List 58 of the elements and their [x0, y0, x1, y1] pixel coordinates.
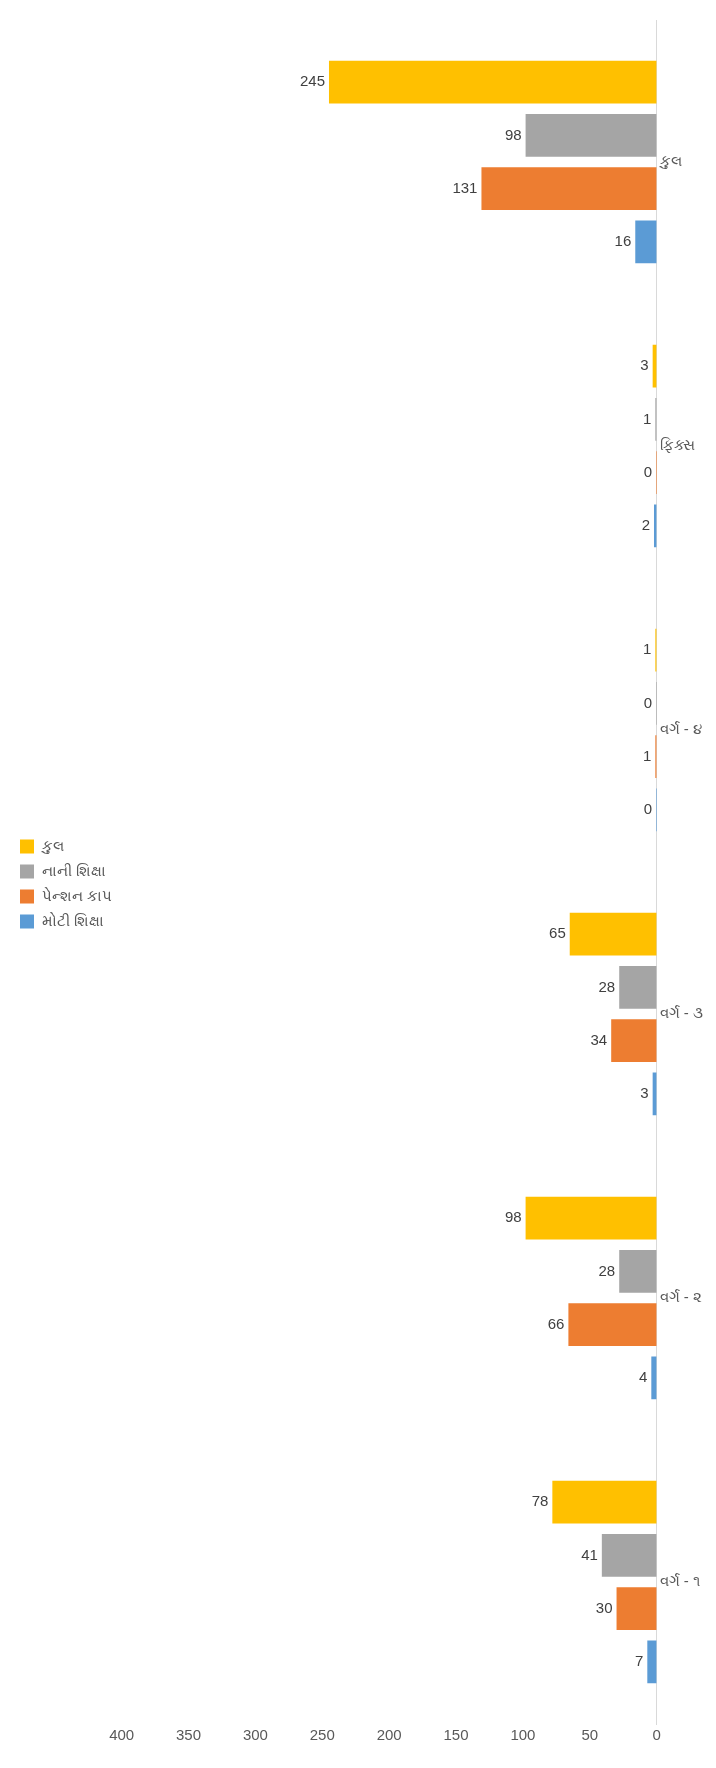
data-label: 41 — [581, 1545, 598, 1563]
legend-label: કુલ — [40, 836, 64, 854]
x-tick-label: 250 — [309, 1726, 335, 1744]
data-label: 0 — [643, 800, 653, 818]
legend-label: મોટી શિક્ષા — [41, 911, 104, 929]
bar — [616, 1587, 657, 1630]
bar — [619, 966, 657, 1009]
x-tick-label: 0 — [652, 1726, 661, 1744]
data-label: 1 — [642, 640, 652, 658]
legend-label: પેન્શન કાપ — [41, 886, 112, 904]
data-label: 78 — [531, 1492, 549, 1510]
legend-label: નાની શિક્ષા — [41, 861, 106, 879]
bar — [647, 1640, 657, 1684]
y-tick-label: વર્ગ - ૩ — [659, 1004, 704, 1022]
bar — [635, 220, 657, 264]
data-label: 30 — [595, 1598, 613, 1616]
x-tick-label: 50 — [581, 1726, 599, 1744]
data-label: 1 — [642, 409, 652, 427]
data-label: 3 — [640, 356, 649, 374]
y-tick-label: વર્ગ - ૪ — [659, 720, 703, 738]
bar — [568, 1303, 657, 1346]
y-tick-label: કુલ — [658, 152, 682, 170]
data-label: 28 — [598, 977, 616, 995]
bar — [552, 1480, 657, 1524]
bar — [569, 912, 657, 956]
data-label: 66 — [547, 1314, 565, 1332]
y-tick-label: ફિક્સ — [659, 436, 695, 454]
data-label: 34 — [590, 1030, 608, 1048]
y-tick-label: વર્ગ - ૨ — [659, 1288, 703, 1306]
data-label: 0 — [643, 693, 653, 711]
data-label: 16 — [614, 232, 632, 250]
data-label: 2 — [641, 516, 650, 534]
data-label: 65 — [549, 924, 566, 942]
bar — [328, 60, 657, 104]
x-tick-label: 300 — [242, 1726, 268, 1744]
x-tick-label: 200 — [376, 1726, 402, 1744]
x-tick-label: 150 — [443, 1726, 469, 1744]
data-label: 28 — [598, 1261, 616, 1279]
data-label: 98 — [504, 125, 522, 143]
x-tick-label: 400 — [109, 1726, 135, 1744]
bar — [525, 1196, 657, 1240]
data-label: 0 — [643, 462, 653, 480]
bar — [525, 114, 657, 157]
bar — [611, 1019, 657, 1062]
bar — [619, 1250, 657, 1293]
data-label: 4 — [638, 1368, 648, 1386]
data-label: 98 — [504, 1208, 522, 1226]
bar — [481, 167, 657, 210]
x-tick-label: 350 — [176, 1726, 202, 1744]
data-label: 245 — [299, 72, 325, 90]
data-label: 3 — [640, 1084, 649, 1102]
bar — [651, 1356, 657, 1400]
data-label: 131 — [452, 178, 478, 196]
x-tick-label: 100 — [510, 1726, 536, 1744]
data-label: 7 — [634, 1652, 644, 1670]
data-label: 1 — [642, 746, 652, 764]
y-tick-label: વર્ગ - ૧ — [659, 1572, 701, 1590]
bar — [601, 1534, 657, 1577]
